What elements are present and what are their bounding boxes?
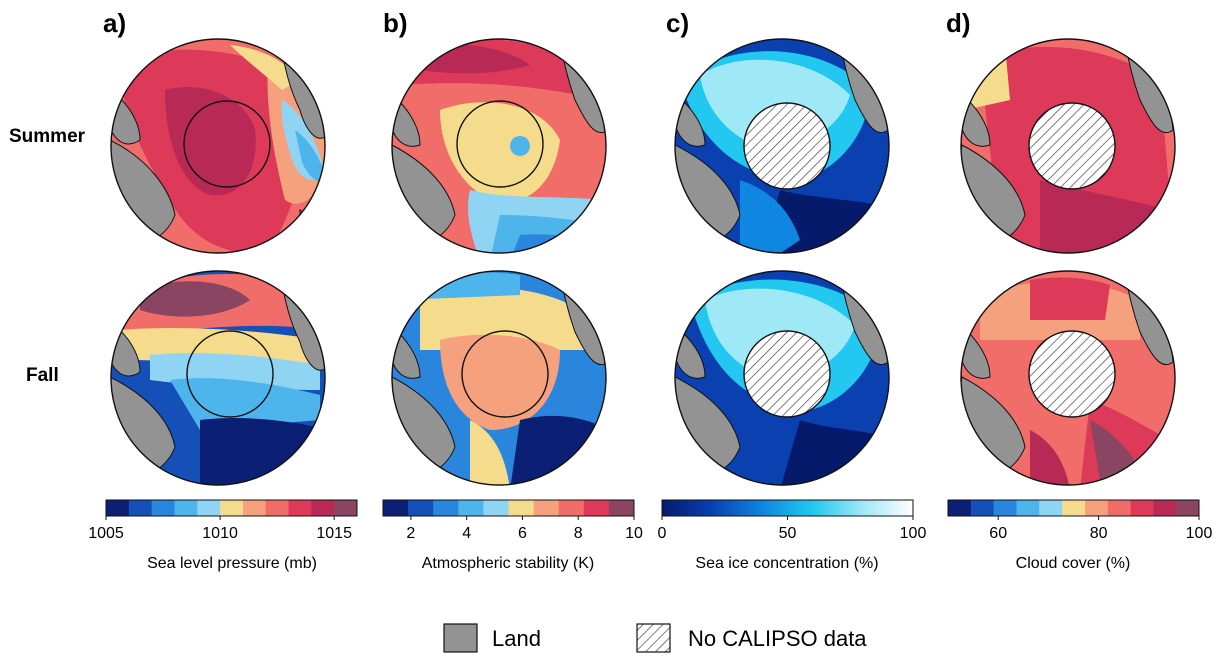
map-seaice-summer — [675, 39, 889, 253]
colorbar-tick-label: 1005 — [88, 525, 124, 542]
colorbar-segment — [408, 500, 434, 516]
colorbar-segment — [1153, 500, 1177, 516]
land-swatch — [443, 623, 478, 653]
row-label-summer: Summer — [9, 126, 86, 147]
colorbar-segment — [508, 500, 535, 516]
colorbar-segment — [1176, 500, 1200, 516]
colorbar-tick-label: 2 — [406, 525, 415, 542]
colorbar-tick-label: 10 — [625, 525, 643, 542]
row-label-fall: Fall — [26, 365, 59, 386]
colorbar-tick-label: 4 — [462, 525, 471, 542]
colorbar-tick-label: 50 — [779, 525, 797, 542]
colorbar-segment — [558, 500, 585, 516]
colorbar-gradient — [662, 500, 913, 516]
colorbar-segment — [151, 500, 175, 516]
colorbar-tick-label: 6 — [518, 525, 527, 542]
legend-land-label: Land — [492, 626, 541, 651]
no-data-swatch — [636, 623, 671, 653]
map-stability-summer — [392, 39, 606, 253]
colorbar-stability: 2 4 6 8 10 — [382, 499, 643, 542]
colorbar-segment — [970, 500, 995, 516]
colorbar-segment — [1016, 500, 1040, 516]
colorbar-segment — [242, 500, 267, 516]
map-cloud-fall — [961, 271, 1175, 485]
map-slp-fall — [111, 271, 325, 485]
colorbar-tick-label: 1015 — [316, 525, 352, 542]
colorbar-title-stability: Atmospheric stability (K) — [422, 555, 595, 572]
colorbar-tick-label: 80 — [1090, 525, 1108, 542]
panel-label-c: c) — [666, 8, 689, 38]
colorbar-segment — [583, 500, 610, 516]
colorbar-segment — [383, 500, 409, 516]
colorbar-segment — [1062, 500, 1086, 516]
map-stability-fall — [392, 271, 606, 485]
colorbar-frame — [382, 499, 635, 517]
colorbar-segment — [433, 500, 459, 516]
colorbar-frame — [105, 499, 358, 517]
legend-no-data-label: No CALIPSO data — [688, 626, 867, 651]
colorbar-segment — [288, 500, 312, 516]
colorbar-title-cloud: Cloud cover (%) — [1016, 555, 1131, 572]
colorbar-segment — [1107, 500, 1132, 516]
colorbar-segment — [1039, 500, 1063, 516]
colorbar-segment — [106, 500, 130, 516]
colorbar-cloud: 60 80 100 — [947, 499, 1213, 542]
colorbar-tick-label: 0 — [658, 525, 667, 542]
colorbar-tick-label: 1010 — [202, 525, 238, 542]
colorbar-title-seaice: Sea ice concentration (%) — [695, 555, 878, 572]
colorbar-segment — [128, 500, 153, 516]
colorbar-segment — [265, 500, 290, 516]
colorbar-segment — [197, 500, 221, 516]
colorbar-segment — [334, 500, 358, 516]
map-seaice-fall — [675, 271, 889, 485]
colorbar-frame — [947, 499, 1200, 517]
colorbar-segment — [174, 500, 198, 516]
colorbar-segment — [948, 500, 972, 516]
colorbars: 1005 1010 1015 2 4 6 8 10 0 50 100 60 80 100 — [88, 499, 1213, 542]
legend: Land No CALIPSO data — [443, 623, 867, 653]
colorbar-segment — [1130, 500, 1154, 516]
colorbar-tick-label: 60 — [989, 525, 1007, 542]
colorbar-segment — [458, 500, 484, 516]
colorbar-segment — [608, 500, 635, 516]
colorbar-segment — [483, 500, 509, 516]
colorbar-tick-label: 100 — [900, 525, 927, 542]
colorbar-tick-label: 8 — [574, 525, 583, 542]
colorbar-title-slp: Sea level pressure (mb) — [147, 555, 317, 572]
map-cloud-summer — [961, 39, 1175, 253]
colorbar-segment — [533, 500, 560, 516]
panel-label-b: b) — [383, 8, 408, 38]
panel-label-d: d) — [946, 8, 971, 38]
colorbar-segment — [1084, 500, 1109, 516]
colorbar-tick-label: 100 — [1186, 525, 1213, 542]
colorbar-segment — [993, 500, 1017, 516]
colorbar-segment — [220, 500, 244, 516]
colorbar-slp: 1005 1010 1015 — [88, 499, 358, 542]
colorbar-segment — [311, 500, 335, 516]
colorbar-seaice: 0 50 100 — [658, 499, 927, 542]
panel-label-a: a) — [103, 8, 126, 38]
